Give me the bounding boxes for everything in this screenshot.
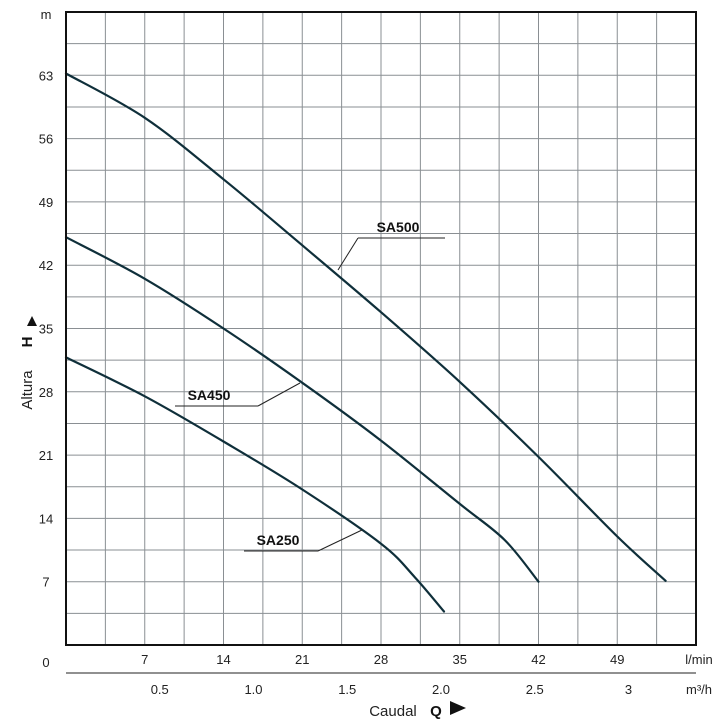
x-unit-secondary: m³/h (686, 682, 712, 697)
curve-sa250 (64, 356, 446, 613)
x-tick-label-primary: 35 (453, 652, 467, 667)
origin-label: 0 (42, 655, 49, 670)
plot-frame (65, 11, 697, 646)
series-leader-line (337, 237, 359, 271)
grid (66, 12, 696, 645)
y-tick-label: 56 (39, 132, 53, 147)
series-callout-sa450: SA450 (175, 382, 301, 407)
y-tick-label: 49 (39, 195, 53, 210)
y-tick-label: 35 (39, 322, 53, 337)
y-axis-symbol: H (19, 337, 36, 348)
x-tick-label-secondary: 1.0 (244, 682, 262, 697)
x-tick-label-secondary: 2.5 (526, 682, 544, 697)
x-unit-primary: l/min (685, 652, 712, 667)
curve-sa500 (64, 72, 667, 582)
series-label-sa450: SA450 (188, 387, 231, 403)
x-axis-title: Caudal Q (369, 701, 466, 720)
series-leader-line (317, 529, 363, 552)
x-tick-label-primary: 14 (216, 652, 230, 667)
series-labels: SA500 SA450 SA250 (175, 219, 445, 552)
series-label-sa500: SA500 (377, 219, 420, 235)
tick-labels: 7 14 21 28 35 42 49 56 63 7 14 21 28 35 42 49 0.5 1.0 1.5 2… (39, 68, 632, 697)
series-leader-line (257, 382, 301, 407)
series-callout-sa500: SA500 (337, 219, 445, 271)
x-axis-symbol: Q (430, 703, 442, 720)
x-tick-label-secondary: 2.0 (432, 682, 450, 697)
y-tick-label: 14 (39, 511, 53, 526)
curve-sa450 (64, 236, 540, 583)
x-tick-label-primary: 28 (374, 652, 388, 667)
y-axis-title: Altura H (19, 316, 37, 410)
x-tick-label-secondary: 3 (625, 682, 632, 697)
curves (64, 72, 667, 613)
y-tick-label: 42 (39, 258, 53, 273)
y-unit-label: m (41, 7, 52, 22)
y-tick-label: 63 (39, 68, 53, 83)
x-tick-label-primary: 7 (141, 652, 148, 667)
y-tick-label: 7 (42, 575, 49, 590)
x-tick-label-primary: 42 (531, 652, 545, 667)
x-axis-arrow-icon (450, 701, 466, 715)
x-tick-label-secondary: 1.5 (338, 682, 356, 697)
y-axis-label: Altura (19, 370, 36, 410)
x-axis-label: Caudal (369, 703, 417, 720)
series-callout-sa250: SA250 (244, 529, 363, 552)
x-tick-label-primary: 49 (610, 652, 624, 667)
y-axis-arrow-icon (27, 316, 37, 326)
series-label-sa250: SA250 (257, 532, 300, 548)
y-tick-label: 21 (39, 448, 53, 463)
x-tick-label-primary: 21 (295, 652, 309, 667)
x-tick-label-secondary: 0.5 (151, 682, 169, 697)
y-tick-label: 28 (39, 385, 53, 400)
